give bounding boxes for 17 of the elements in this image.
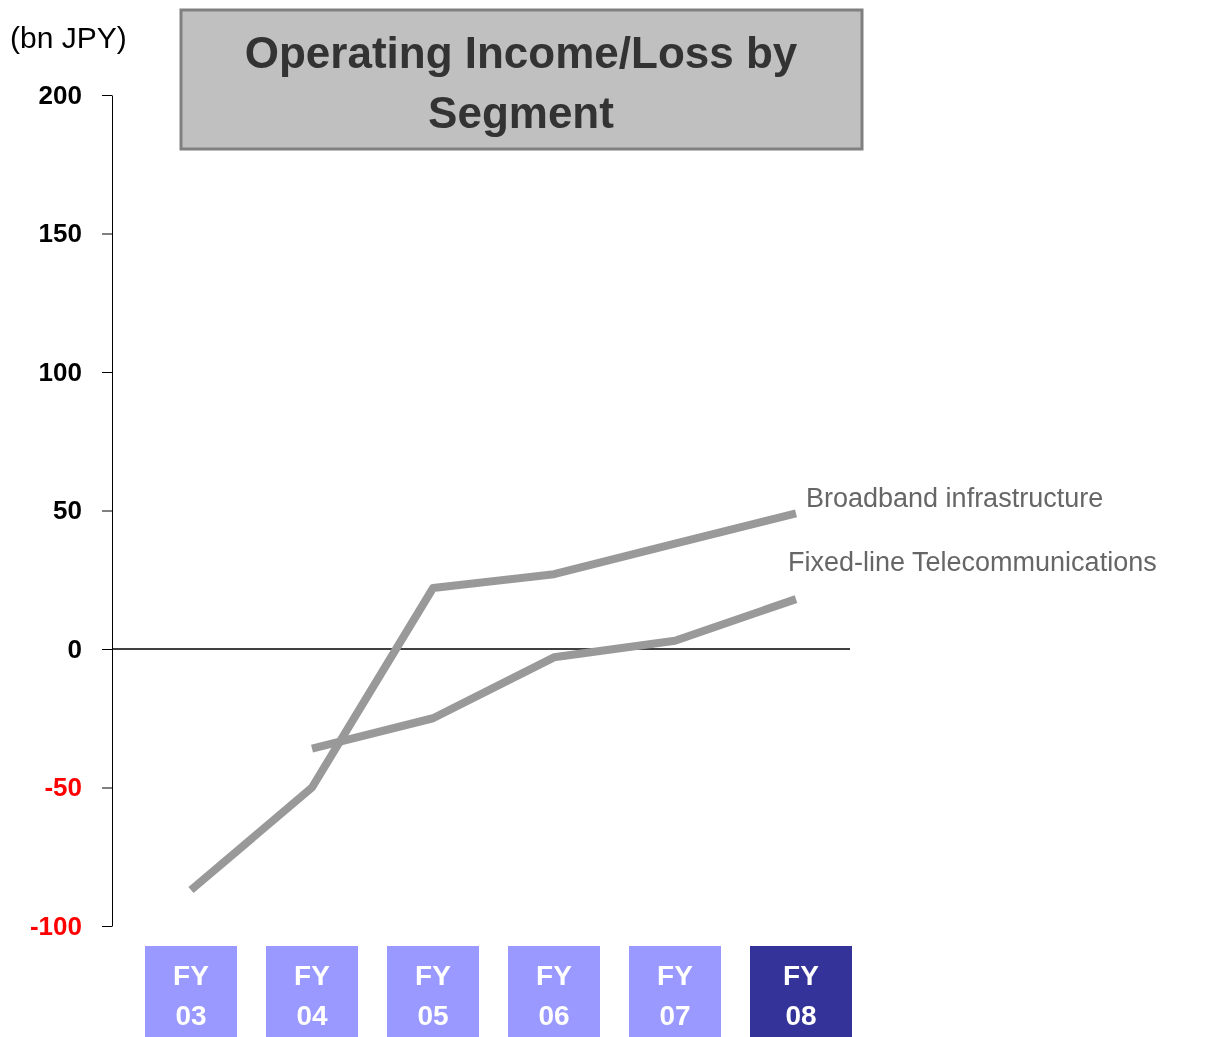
y-axis-title: (bn JPY) [10,21,127,54]
x-tick-label: FY 04 [294,960,331,1031]
x-tick-label: FY 05 [415,960,452,1031]
y-tick-label: -50 [44,772,82,803]
y-tick-label: 100 [38,356,82,387]
y-tick-label: 150 [38,218,82,249]
x-tick-label: FY 06 [536,960,573,1031]
y-tick-label: 0 [67,633,82,664]
x-tick-label: FY 07 [657,960,694,1031]
x-tick-label: FY 03 [173,960,210,1031]
series-label: Fixed-line Telecommunications [788,547,1157,578]
chart-title: Operating Income/Loss by Segment [244,28,798,137]
series-label: Broadband infrastructure [806,483,1104,514]
y-tick-label: -100 [29,910,82,941]
y-tick-label: 50 [53,495,82,526]
x-tick-label: FY 08 [783,960,820,1031]
y-tick-label: 200 [38,79,82,110]
